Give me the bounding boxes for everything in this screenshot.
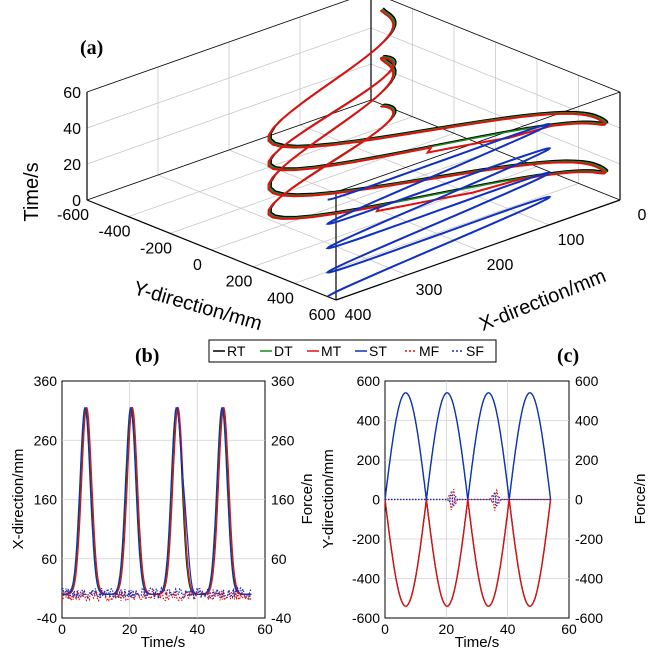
legend-label-MT: MT — [321, 343, 342, 359]
panel-a-xtick: 400 — [345, 307, 372, 324]
panel-b-ylabel: X-direction/mm — [10, 449, 27, 550]
panel-a-xtick: 100 — [558, 232, 585, 249]
panel-a-gridline — [299, 124, 550, 226]
panel-a-xlabel: X-direction/mm — [476, 265, 609, 336]
panel-a-xtick: 200 — [487, 257, 514, 274]
y2tick: 60 — [271, 551, 287, 567]
panel-a-box-edge — [335, 91, 621, 193]
legend-label-DT: DT — [274, 343, 293, 359]
ytick: 60 — [41, 551, 57, 567]
panel-a-box-edge — [86, 199, 337, 301]
y2tick: 360 — [271, 373, 295, 389]
series-SF — [385, 489, 550, 509]
panel-b-label: (b) — [135, 345, 159, 367]
ytick: -400 — [352, 571, 380, 587]
y2tick: 600 — [575, 373, 599, 389]
panel-a-box-edge — [389, 0, 621, 93]
panel-c-plot: 0 20 40 60-600-400-2000200400600-600-400-20… — [320, 345, 649, 651]
panel-a-trajectories — [267, 7, 609, 298]
ytick: 360 — [34, 373, 58, 389]
ytick: -200 — [352, 531, 380, 547]
panel-a-ztick: 40 — [63, 121, 81, 138]
panel-a-ytick: 600 — [309, 307, 336, 324]
xtick: 20 — [439, 621, 455, 637]
panel-a-ztick: 60 — [63, 85, 81, 102]
ytick: 400 — [357, 413, 381, 429]
panel-a-3d-plot: 0 20 40 60 -600 -400 -200 0 200 400 600 0 100 200 300 4… — [21, 0, 647, 336]
panel-a-ytick: -200 — [140, 240, 172, 257]
legend-label-ST: ST — [369, 343, 387, 359]
series-ST — [62, 406, 252, 595]
ytick: -600 — [352, 610, 380, 626]
xtick: 0 — [58, 621, 66, 637]
panel-a-label: (a) — [80, 37, 103, 59]
ytick: 600 — [357, 373, 381, 389]
panel-c-y2label: Force/n — [632, 474, 649, 525]
panel-a-box-edge — [86, 99, 372, 201]
panel-a-xtick: 300 — [416, 282, 443, 299]
legend-label-SF: SF — [466, 343, 484, 359]
xtick: 20 — [122, 621, 138, 637]
panel-a-ytick: 400 — [267, 290, 294, 307]
series-MF — [61, 589, 252, 603]
series-DT — [384, 392, 552, 500]
legend-label-RT: RT — [227, 343, 246, 359]
y2tick: -400 — [575, 571, 603, 587]
panel-a-gridline — [157, 174, 408, 276]
legend-label-MF: MF — [419, 343, 439, 359]
panel-c-series — [384, 392, 552, 607]
legend-box — [208, 339, 497, 363]
ytick: 0 — [372, 492, 380, 508]
panel-a-series-MT — [267, 9, 607, 220]
panel-a-ytick: -600 — [57, 207, 89, 224]
panel-a-ytick: 200 — [226, 274, 253, 291]
y2tick: -40 — [271, 610, 291, 626]
panel-a-xtick: 0 — [638, 207, 647, 224]
y2tick: 200 — [575, 452, 599, 468]
panel-a-box-edge — [335, 199, 621, 301]
legend: RT DT MT ST MF SF — [208, 339, 497, 363]
xtick: 60 — [257, 621, 273, 637]
panel-c-label: (c) — [557, 345, 579, 367]
panel-c-ticks: 0 20 40 60-600-400-2000200400600-600-400-20… — [352, 373, 603, 637]
panel-a-ytick: -400 — [98, 224, 130, 241]
xtick: 40 — [190, 621, 206, 637]
panel-a-ztick: 20 — [63, 157, 81, 174]
panel-a-box-edge — [86, 0, 350, 93]
y2tick: 0 — [575, 492, 583, 508]
xtick: 60 — [561, 621, 577, 637]
y2tick: 260 — [271, 432, 295, 448]
ytick: 200 — [357, 452, 381, 468]
y2tick: -600 — [575, 610, 603, 626]
series-ST — [384, 392, 552, 500]
series-MT — [384, 499, 552, 607]
ytick: 160 — [34, 492, 58, 508]
y2tick: 160 — [271, 492, 295, 508]
panel-b-series — [61, 406, 252, 603]
panel-a-ytick: 0 — [193, 257, 202, 274]
panel-c-ylabel: Y-direction/mm — [320, 449, 337, 548]
panel-a-series-ST — [325, 122, 552, 298]
panel-c-xlabel: Time/s — [455, 634, 499, 651]
y2tick: -200 — [575, 531, 603, 547]
series-RT — [384, 499, 552, 607]
panel-a-ztick: 0 — [72, 193, 81, 210]
panel-b-y2label: Force/n — [299, 474, 316, 525]
ytick: -40 — [37, 610, 57, 626]
ytick: 260 — [34, 432, 58, 448]
xtick: 40 — [500, 621, 516, 637]
panel-a-ticks: 0 20 40 60 -600 -400 -200 0 200 400 600 0 100 200 300 4… — [57, 85, 647, 324]
panel-a-zlabel: Time/s — [21, 162, 43, 221]
y2tick: 400 — [575, 413, 599, 429]
series-SF — [61, 585, 252, 600]
xtick: 0 — [381, 621, 389, 637]
panel-b-xlabel: Time/s — [141, 634, 185, 651]
